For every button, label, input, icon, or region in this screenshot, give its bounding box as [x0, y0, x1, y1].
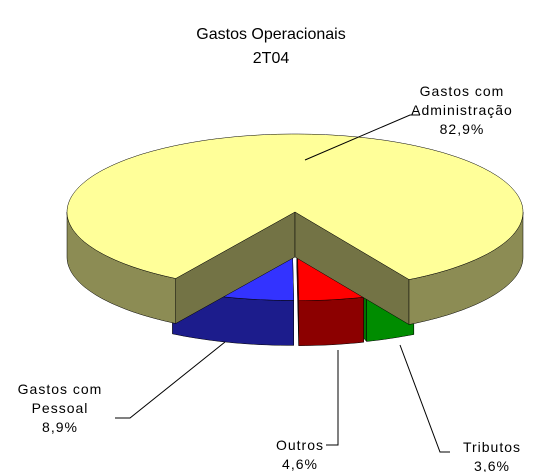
- slice-label: Outros: [275, 437, 324, 453]
- pie-slice: [66, 133, 524, 280]
- pie-side: [298, 296, 364, 346]
- leader-line: [115, 341, 226, 419]
- slice-value-label: 82,9%: [439, 121, 485, 137]
- slice-value-label: 4,6%: [282, 456, 318, 472]
- leader-line: [399, 344, 450, 453]
- chart-subtitle: 2T04: [252, 50, 290, 67]
- leader-line: [326, 350, 339, 446]
- chart-title: Gastos Operacionais: [196, 26, 346, 43]
- slice-value-label: 8,9%: [42, 419, 78, 435]
- leader-line: [304, 114, 420, 161]
- slice-value-label: 3,6%: [474, 458, 510, 472]
- slice-label: Gastos com Pessoal: [17, 381, 103, 416]
- slice-label: Tributos: [462, 439, 522, 455]
- slice-label: Gastos com Administração: [411, 83, 513, 118]
